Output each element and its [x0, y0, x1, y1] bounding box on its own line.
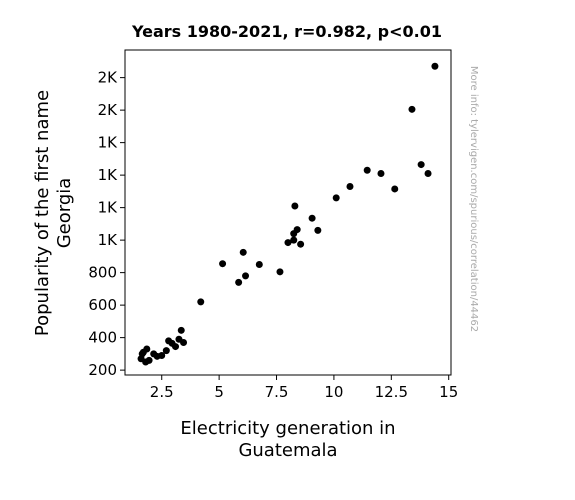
x-tick-label: 7.5 — [265, 383, 289, 401]
data-point — [284, 239, 292, 247]
data-point — [172, 343, 180, 351]
y-axis-title-line-1: Popularity of the first name — [32, 90, 53, 336]
chart-title: Years 1980-2021, r=0.982, p<0.01 — [131, 22, 442, 41]
data-point — [219, 260, 227, 268]
data-point — [145, 356, 153, 364]
y-tick-label: 1K — [98, 199, 119, 217]
y-tick-label: 2K — [98, 69, 119, 87]
y-axis-title-line-2: Georgia — [54, 178, 75, 249]
data-point — [162, 347, 170, 355]
data-point — [424, 170, 432, 177]
x-tick-label: 10 — [324, 383, 343, 401]
data-point — [235, 278, 243, 286]
data-point — [417, 161, 425, 169]
data-point — [308, 214, 316, 222]
plot-area — [124, 49, 452, 376]
data-point — [377, 170, 385, 177]
data-point — [143, 345, 151, 353]
data-point — [197, 298, 205, 306]
x-axis: 2.5 5 7.5 10 12.5 15 — [150, 375, 458, 401]
data-point — [293, 226, 301, 234]
data-point — [408, 105, 416, 113]
x-axis-title-line-1: Electricity generation in — [180, 418, 395, 439]
watermark: More info: tylervigen.com/spurious/corre… — [468, 66, 479, 332]
data-point — [363, 166, 371, 174]
y-axis: 200 400 600 800 1K 1K 1K 1K 2K 2K — [88, 69, 125, 379]
data-point — [180, 339, 188, 346]
y-tick-label: 1K — [98, 166, 119, 184]
y-tick-label: 200 — [88, 361, 117, 379]
data-point — [314, 226, 322, 234]
data-point — [297, 240, 305, 248]
y-tick-label: 400 — [88, 329, 117, 347]
data-point — [391, 185, 399, 193]
data-point — [332, 194, 340, 202]
data-point — [239, 248, 247, 256]
data-point — [431, 62, 439, 70]
x-tick-label: 2.5 — [150, 383, 174, 401]
x-tick-label: 12.5 — [375, 383, 408, 401]
y-tick-label: 2K — [98, 101, 119, 119]
x-axis-title-line-2: Guatemala — [238, 440, 337, 461]
y-tick-label: 1K — [98, 231, 119, 249]
data-point — [177, 326, 185, 334]
data-points — [137, 62, 439, 366]
data-point — [276, 268, 284, 276]
data-point — [255, 261, 263, 268]
data-point — [290, 236, 298, 244]
data-point — [242, 272, 250, 280]
y-tick-label: 800 — [88, 264, 117, 282]
data-point — [346, 183, 354, 190]
y-tick-label: 600 — [88, 296, 117, 314]
data-point — [291, 202, 299, 210]
x-tick-label: 15 — [439, 383, 458, 401]
x-tick-label: 5 — [214, 383, 224, 401]
data-point — [158, 352, 166, 359]
y-tick-label: 1K — [98, 134, 119, 152]
